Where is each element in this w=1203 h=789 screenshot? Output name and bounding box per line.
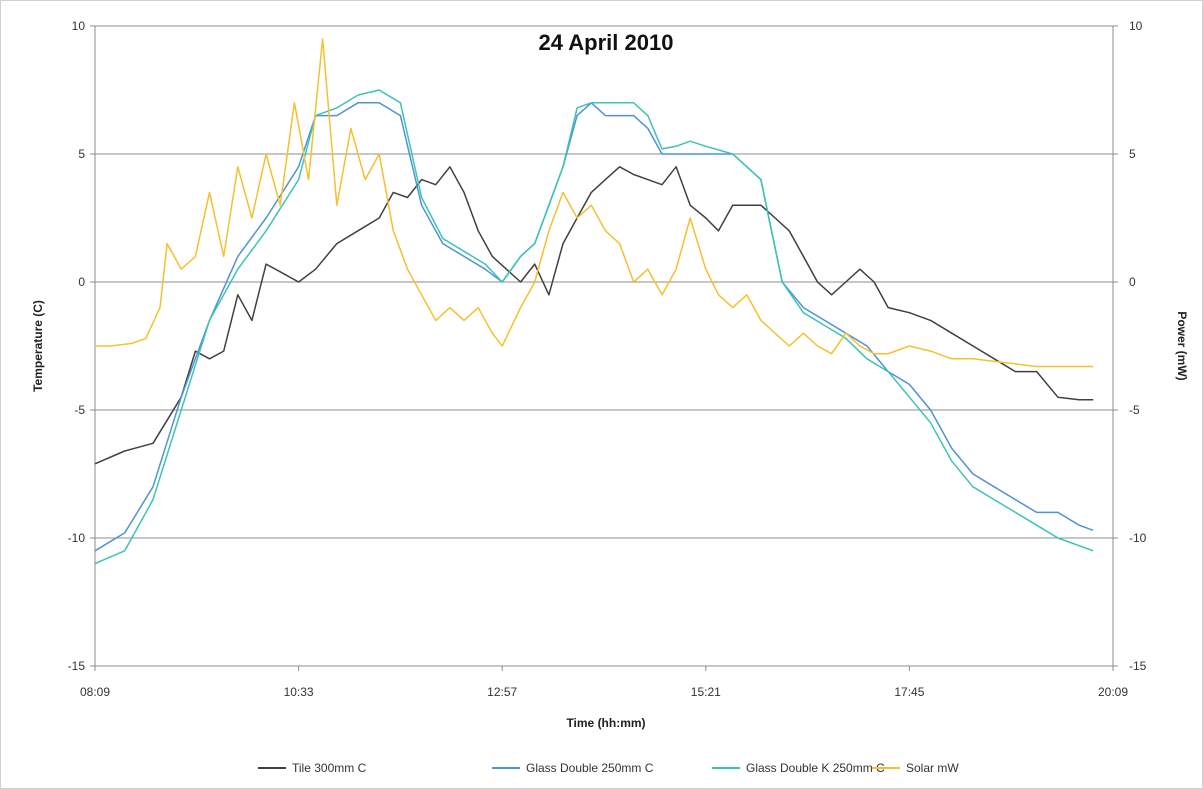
- x-tick-label: 08:09: [80, 685, 110, 699]
- x-tick-label: 10:33: [284, 685, 314, 699]
- y-tick-label: -10: [68, 531, 86, 545]
- legend-label: Glass Double K 250mm C: [746, 761, 885, 775]
- y2-tick-label: -15: [1129, 659, 1147, 673]
- legend-label: Tile 300mm C: [292, 761, 367, 775]
- legend-label: Glass Double 250mm C: [526, 761, 654, 775]
- axes: 10 5 0 -5 -10 -15 10 5 0 -5 -10 -15 08:09 10:33 12:57 1…: [68, 19, 1147, 699]
- y-axis-title: Temperature (C): [31, 300, 45, 392]
- y-tick-label: 5: [78, 147, 85, 161]
- y2-tick-label: -10: [1129, 531, 1147, 545]
- y2-tick-label: 0: [1129, 275, 1136, 289]
- series-layer: [94, 38, 1094, 565]
- series-line-4: [95, 38, 1094, 368]
- series-line-3: [94, 89, 1094, 565]
- series-line-1: [94, 166, 1094, 465]
- x-tick-label: 12:57: [487, 685, 517, 699]
- y2-axis-title: Power (mW): [1175, 311, 1189, 380]
- y2-tick-label: 10: [1129, 19, 1143, 33]
- y2-tick-label: -5: [1129, 403, 1140, 417]
- y-tick-label: 0: [78, 275, 85, 289]
- legend-label: Solar mW: [906, 761, 959, 775]
- y2-tick-label: 5: [1129, 147, 1136, 161]
- x-tick-label: 17:45: [894, 685, 924, 699]
- y-tick-label: -15: [68, 659, 86, 673]
- y-tick-label: -5: [74, 403, 85, 417]
- x-tick-label: 20:09: [1098, 685, 1128, 699]
- x-tick-label: 15:21: [691, 685, 721, 699]
- legend: Tile 300mm C Glass Double 250mm C Glass Do…: [258, 761, 959, 775]
- x-axis-title: Time (hh:mm): [566, 716, 645, 730]
- chart-title: 24 April 2010: [539, 30, 674, 55]
- y-tick-label: 10: [72, 19, 86, 33]
- series-line-2: [94, 102, 1094, 552]
